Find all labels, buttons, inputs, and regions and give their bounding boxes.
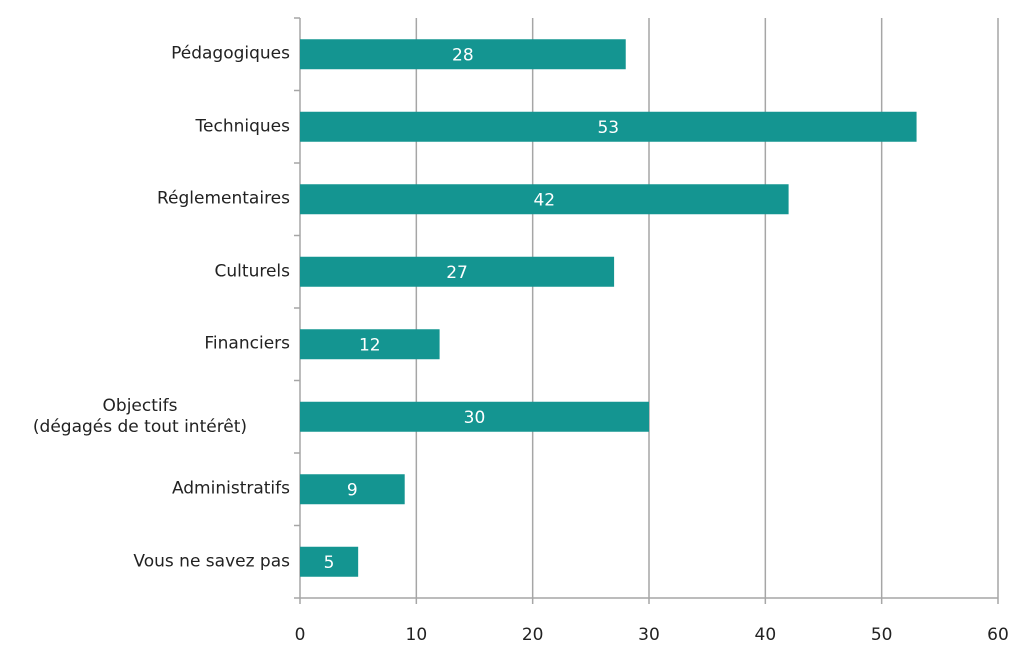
data-label: 28 — [452, 45, 474, 65]
data-label: 5 — [324, 553, 335, 573]
data-label: 9 — [347, 480, 358, 500]
data-label: 27 — [446, 263, 468, 283]
x-tick-label: 40 — [755, 625, 777, 645]
data-label: 30 — [464, 408, 486, 428]
bar — [300, 111, 917, 142]
bar — [300, 546, 359, 577]
bar — [300, 184, 789, 215]
x-tick-label: 20 — [522, 625, 544, 645]
x-tick-label: 30 — [638, 625, 660, 645]
x-tick-label: 60 — [987, 625, 1009, 645]
y-tick-label: Pédagogiques — [171, 43, 290, 64]
x-tick-label: 0 — [295, 625, 306, 645]
bar — [300, 256, 615, 287]
x-tick-label: 50 — [871, 625, 893, 645]
y-tick-label: Administratifs — [171, 478, 290, 499]
data-label: 12 — [359, 335, 381, 355]
y-tick-label: Financiers — [204, 333, 290, 354]
data-label: 53 — [597, 118, 619, 138]
bar — [300, 39, 626, 70]
y-tick-label: Réglementaires — [156, 188, 290, 209]
bar — [300, 401, 649, 432]
y-tick-label: Vous ne savez pas — [133, 551, 290, 572]
data-label: 42 — [533, 190, 555, 210]
bar — [300, 329, 440, 360]
y-tick-label: Techniques — [195, 116, 290, 137]
y-tick-label: Culturels — [214, 261, 290, 282]
bar — [300, 474, 405, 505]
y-tick-label: Objectifs (dégagés de tout intérêt) — [32, 395, 248, 437]
x-tick-label: 10 — [406, 625, 428, 645]
